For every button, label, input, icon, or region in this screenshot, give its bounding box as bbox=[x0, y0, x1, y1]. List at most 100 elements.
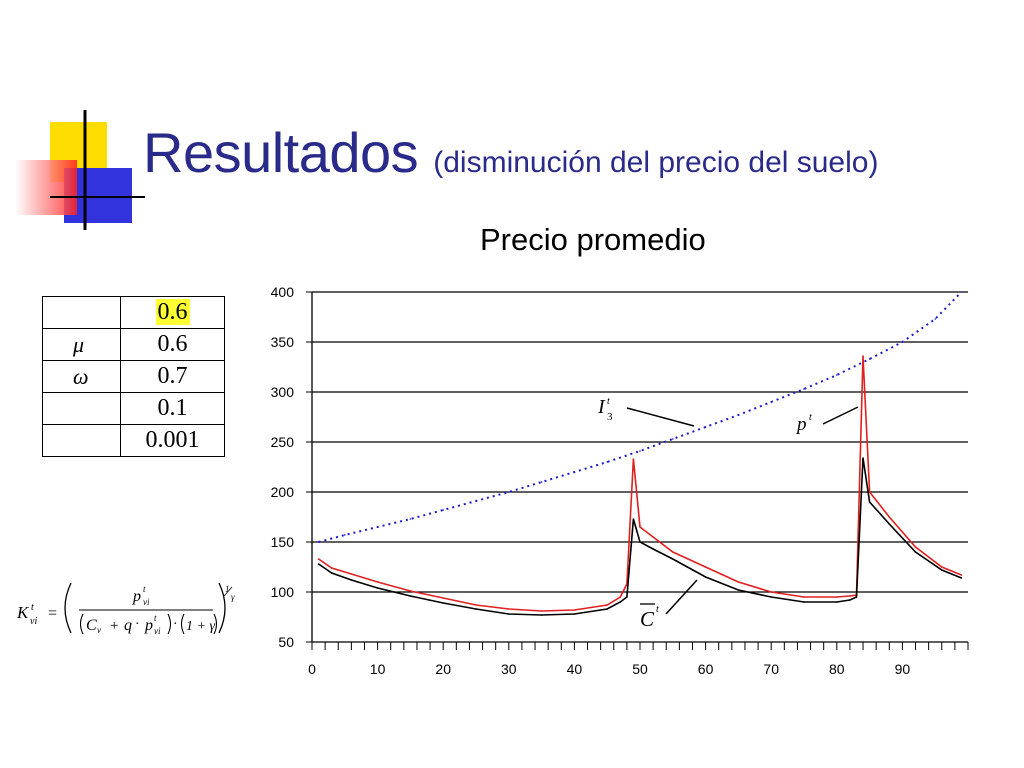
param-value: 0.7 bbox=[157, 363, 188, 389]
formula-plus: + bbox=[110, 618, 118, 634]
data-point-black bbox=[914, 551, 917, 553]
data-point-I3 bbox=[376, 526, 379, 528]
x-tick-label: 80 bbox=[829, 661, 845, 677]
y-tick-label: 400 bbox=[271, 284, 295, 300]
y-tick-label: 150 bbox=[271, 534, 295, 550]
red-square bbox=[15, 160, 77, 215]
data-point-red bbox=[770, 591, 772, 593]
series-line-I3 bbox=[318, 291, 963, 543]
data-point-red bbox=[704, 566, 707, 568]
data-point-red bbox=[409, 590, 412, 592]
y-tick-label: 300 bbox=[271, 384, 295, 400]
x-tick-label: 90 bbox=[895, 661, 911, 677]
param-value: 0.1 bbox=[157, 395, 188, 421]
data-point-red bbox=[862, 355, 864, 357]
param-row: μ 0.6 bbox=[42, 328, 225, 361]
data-point-I3 bbox=[901, 341, 904, 343]
data-point-I3 bbox=[803, 388, 805, 390]
data-point-red bbox=[803, 596, 805, 598]
param-value: 0.001 bbox=[145, 427, 200, 453]
data-point-black bbox=[475, 608, 477, 610]
formula-numerator: p bbox=[132, 588, 141, 605]
param-value-cell: 0.001 bbox=[120, 424, 225, 457]
data-point-black bbox=[737, 589, 740, 591]
param-symbol bbox=[42, 296, 121, 329]
formula-exp-slash bbox=[223, 586, 233, 597]
formula-numerator-sup: t bbox=[143, 584, 146, 594]
annotation-c-leader bbox=[665, 579, 698, 615]
data-point-black bbox=[849, 599, 851, 601]
data-point-red bbox=[940, 566, 943, 568]
x-tick-label: 70 bbox=[763, 661, 779, 677]
annotation-i3-sup: t bbox=[607, 396, 610, 407]
formula-inner-open-paren bbox=[79, 613, 84, 635]
data-point-I3 bbox=[639, 450, 641, 452]
decorative-squares bbox=[15, 110, 145, 230]
k-formula: K t vi = p t vi C v + q · p t vi · 1 + γ… bbox=[16, 582, 235, 636]
data-point-black bbox=[508, 613, 510, 615]
chart-title: Precio promedio bbox=[480, 222, 706, 257]
formula-dot: · bbox=[135, 617, 140, 632]
formula-inner-close-paren bbox=[167, 613, 172, 635]
data-point-I3 bbox=[960, 291, 963, 293]
data-point-black bbox=[672, 558, 674, 560]
series-line-black bbox=[318, 457, 962, 616]
y-tick-label: 250 bbox=[271, 434, 295, 450]
data-point-black bbox=[442, 602, 445, 604]
y-tick-label: 350 bbox=[271, 334, 295, 350]
param-symbol bbox=[42, 424, 121, 457]
x-tick-label: 50 bbox=[632, 661, 648, 677]
data-point-red bbox=[960, 574, 963, 576]
formula-gamma-close-paren bbox=[213, 613, 218, 635]
annotation-c-sup: t bbox=[656, 604, 659, 615]
x-tick-label: 40 bbox=[567, 661, 583, 677]
data-point-red bbox=[606, 604, 608, 606]
formula-cv: C bbox=[86, 617, 97, 634]
param-row: 0.1 bbox=[42, 392, 225, 425]
param-row: ω 0.7 bbox=[42, 360, 225, 393]
data-point-black bbox=[540, 614, 543, 616]
data-point-I3 bbox=[409, 518, 412, 520]
data-point-I3 bbox=[606, 461, 608, 463]
formula-q: q bbox=[124, 617, 132, 634]
data-point-black bbox=[862, 457, 864, 459]
data-point-I3 bbox=[540, 481, 543, 483]
data-point-black bbox=[626, 596, 628, 598]
annotation-i3-label: I bbox=[597, 396, 606, 418]
data-point-red bbox=[540, 610, 543, 612]
data-point-red bbox=[350, 573, 353, 575]
data-point-black bbox=[330, 572, 333, 574]
data-point-I3 bbox=[704, 426, 707, 428]
data-point-black bbox=[836, 601, 838, 603]
data-point-I3 bbox=[508, 491, 510, 493]
formula-gamma-open-paren bbox=[180, 613, 185, 635]
data-point-black bbox=[940, 569, 943, 571]
data-point-black bbox=[632, 518, 635, 520]
formula-numerator-sub: vi bbox=[143, 597, 150, 607]
data-point-red bbox=[652, 536, 654, 538]
param-row: 0.001 bbox=[42, 424, 225, 457]
data-point-red bbox=[317, 558, 320, 560]
data-point-I3 bbox=[868, 358, 871, 360]
data-point-black bbox=[606, 608, 608, 610]
series-line-red bbox=[318, 355, 962, 612]
data-point-red bbox=[475, 604, 477, 606]
data-point-black bbox=[888, 523, 891, 525]
data-point-red bbox=[849, 595, 851, 597]
x-tick-label: 20 bbox=[435, 661, 451, 677]
data-point-I3 bbox=[573, 471, 576, 473]
parameter-table: 0.6 μ 0.6 ω 0.7 0.1 0.001 bbox=[42, 296, 225, 457]
data-point-black bbox=[317, 563, 320, 565]
data-point-I3 bbox=[836, 374, 838, 376]
data-point-red bbox=[672, 551, 674, 553]
y-tick-label: 200 bbox=[271, 484, 295, 500]
param-value: 0.6 bbox=[157, 331, 188, 357]
param-value-cell: 0.1 bbox=[120, 392, 225, 425]
data-point-black bbox=[619, 601, 622, 603]
annotation-c-label: C bbox=[640, 607, 655, 631]
formula-open-paren bbox=[64, 582, 72, 634]
data-point-black bbox=[652, 548, 654, 550]
formula-exp-den: γ bbox=[231, 592, 235, 602]
param-value-cell: 0.6 bbox=[120, 296, 225, 329]
data-point-red bbox=[868, 491, 871, 493]
